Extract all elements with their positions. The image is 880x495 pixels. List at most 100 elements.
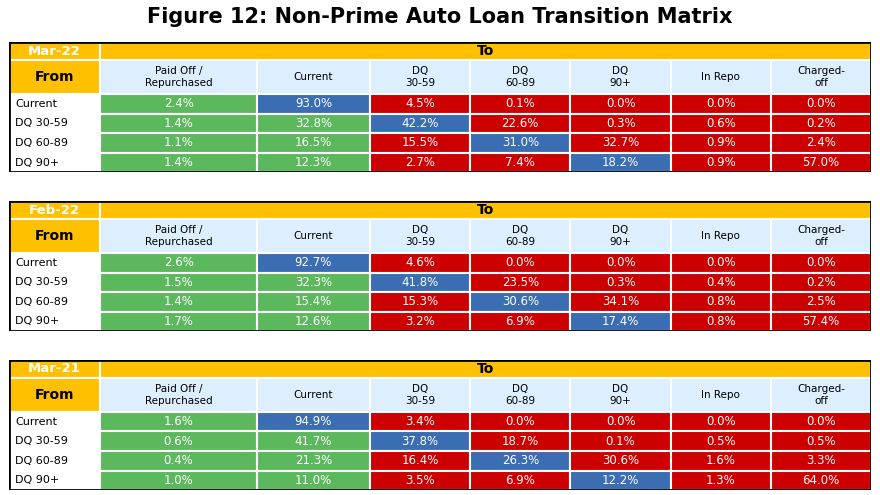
Text: 15.3%: 15.3% (401, 296, 438, 308)
Text: DQ
90+: DQ 90+ (610, 66, 632, 88)
Text: 1.3%: 1.3% (706, 474, 736, 487)
Text: Current: Current (294, 231, 334, 241)
FancyBboxPatch shape (257, 292, 370, 312)
Text: 3.4%: 3.4% (405, 415, 435, 428)
FancyBboxPatch shape (9, 360, 100, 378)
Text: 2.7%: 2.7% (405, 156, 435, 169)
Text: In Repo: In Repo (701, 390, 740, 400)
FancyBboxPatch shape (671, 153, 771, 172)
Text: 23.5%: 23.5% (502, 276, 539, 289)
FancyBboxPatch shape (370, 153, 470, 172)
FancyBboxPatch shape (771, 432, 871, 451)
FancyBboxPatch shape (9, 219, 100, 253)
FancyBboxPatch shape (771, 94, 871, 114)
FancyBboxPatch shape (470, 451, 570, 471)
Text: 32.8%: 32.8% (295, 117, 332, 130)
FancyBboxPatch shape (100, 312, 257, 331)
Text: 11.0%: 11.0% (295, 474, 332, 487)
FancyBboxPatch shape (771, 219, 871, 253)
FancyBboxPatch shape (9, 451, 100, 471)
Text: 0.1%: 0.1% (605, 435, 635, 447)
FancyBboxPatch shape (771, 292, 871, 312)
Text: From: From (35, 388, 75, 402)
FancyBboxPatch shape (370, 412, 470, 432)
FancyBboxPatch shape (370, 312, 470, 331)
Text: 18.7%: 18.7% (502, 435, 539, 447)
FancyBboxPatch shape (257, 219, 370, 253)
FancyBboxPatch shape (257, 412, 370, 432)
FancyBboxPatch shape (470, 94, 570, 114)
Text: 0.3%: 0.3% (605, 276, 635, 289)
FancyBboxPatch shape (671, 471, 771, 490)
Text: 15.4%: 15.4% (295, 296, 332, 308)
FancyBboxPatch shape (9, 312, 100, 331)
FancyBboxPatch shape (570, 253, 671, 273)
FancyBboxPatch shape (257, 114, 370, 133)
FancyBboxPatch shape (9, 153, 100, 172)
FancyBboxPatch shape (570, 133, 671, 153)
FancyBboxPatch shape (257, 451, 370, 471)
FancyBboxPatch shape (671, 412, 771, 432)
FancyBboxPatch shape (100, 133, 257, 153)
FancyBboxPatch shape (100, 60, 257, 94)
FancyBboxPatch shape (470, 273, 570, 292)
FancyBboxPatch shape (100, 42, 871, 60)
Text: To: To (477, 44, 495, 58)
Text: DQ 60-89: DQ 60-89 (15, 138, 69, 148)
Text: 57.0%: 57.0% (803, 156, 840, 169)
Text: 1.4%: 1.4% (164, 296, 194, 308)
Text: DQ 30-59: DQ 30-59 (15, 118, 68, 129)
Text: 0.6%: 0.6% (706, 117, 736, 130)
FancyBboxPatch shape (370, 219, 470, 253)
Text: 94.9%: 94.9% (295, 415, 332, 428)
FancyBboxPatch shape (570, 114, 671, 133)
FancyBboxPatch shape (257, 94, 370, 114)
Text: 12.2%: 12.2% (602, 474, 639, 487)
Text: DQ 60-89: DQ 60-89 (15, 456, 69, 466)
FancyBboxPatch shape (370, 60, 470, 94)
Text: 37.8%: 37.8% (401, 435, 438, 447)
Text: Figure 12: Non-Prime Auto Loan Transition Matrix: Figure 12: Non-Prime Auto Loan Transitio… (147, 7, 733, 27)
Text: 0.9%: 0.9% (706, 156, 736, 169)
Text: DQ 90+: DQ 90+ (15, 316, 60, 326)
FancyBboxPatch shape (9, 114, 100, 133)
Text: 0.4%: 0.4% (706, 276, 736, 289)
Text: Current: Current (15, 99, 57, 109)
Text: 0.0%: 0.0% (605, 256, 635, 269)
Text: 12.6%: 12.6% (295, 315, 332, 328)
Text: 2.6%: 2.6% (164, 256, 194, 269)
FancyBboxPatch shape (570, 432, 671, 451)
Text: Feb-22: Feb-22 (29, 203, 80, 217)
FancyBboxPatch shape (370, 292, 470, 312)
FancyBboxPatch shape (671, 114, 771, 133)
Text: 0.0%: 0.0% (806, 415, 836, 428)
FancyBboxPatch shape (570, 451, 671, 471)
FancyBboxPatch shape (771, 378, 871, 412)
FancyBboxPatch shape (771, 153, 871, 172)
FancyBboxPatch shape (671, 133, 771, 153)
Text: 1.6%: 1.6% (706, 454, 736, 467)
FancyBboxPatch shape (671, 432, 771, 451)
Text: 0.5%: 0.5% (806, 435, 836, 447)
Text: 6.9%: 6.9% (505, 315, 535, 328)
Text: Paid Off /
Repurchased: Paid Off / Repurchased (145, 225, 212, 247)
FancyBboxPatch shape (257, 133, 370, 153)
FancyBboxPatch shape (9, 273, 100, 292)
FancyBboxPatch shape (9, 432, 100, 451)
Text: 4.6%: 4.6% (405, 256, 435, 269)
FancyBboxPatch shape (257, 432, 370, 451)
Text: 57.4%: 57.4% (803, 315, 840, 328)
FancyBboxPatch shape (100, 451, 257, 471)
Text: Current: Current (15, 258, 57, 268)
FancyBboxPatch shape (771, 114, 871, 133)
Text: DQ
60-89: DQ 60-89 (505, 384, 535, 406)
Text: 0.8%: 0.8% (706, 315, 736, 328)
Text: 1.1%: 1.1% (164, 137, 194, 149)
Text: Mar-21: Mar-21 (28, 362, 81, 375)
Text: 30.6%: 30.6% (502, 296, 539, 308)
Text: From: From (35, 229, 75, 243)
Text: 0.0%: 0.0% (605, 415, 635, 428)
FancyBboxPatch shape (470, 292, 570, 312)
Text: 31.0%: 31.0% (502, 137, 539, 149)
FancyBboxPatch shape (771, 451, 871, 471)
